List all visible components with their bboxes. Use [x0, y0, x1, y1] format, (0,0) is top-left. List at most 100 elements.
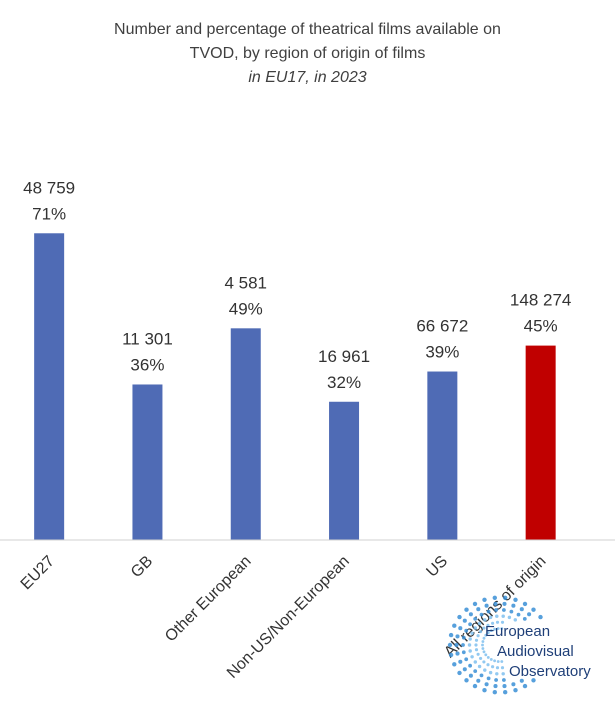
logo-dot — [481, 647, 485, 650]
logo-dot — [477, 621, 482, 626]
logo-dot — [496, 660, 500, 663]
logo-dot — [448, 632, 454, 638]
bar-5 — [525, 345, 556, 540]
logo-dot — [511, 682, 516, 687]
logo-dot — [500, 660, 504, 663]
logo-dot — [476, 678, 481, 683]
logo-dot — [479, 612, 484, 617]
logo-dot — [513, 597, 518, 602]
logo-dot — [509, 609, 514, 614]
logo-dot — [488, 615, 493, 620]
chart-title-line-1: Number and percentage of theatrical film… — [114, 21, 501, 38]
logo-dot — [468, 649, 472, 653]
logo-dot — [501, 614, 505, 618]
bar-count-label: 148 274 — [510, 291, 571, 310]
logo-dot — [474, 648, 479, 652]
logo-dot — [489, 629, 493, 633]
logo-dot — [513, 618, 518, 622]
bar-percent-label: 71% — [32, 204, 66, 223]
logo-dot — [493, 684, 498, 689]
logo-dot — [470, 631, 474, 635]
logo-dot — [473, 626, 478, 630]
logo-dot — [502, 684, 507, 689]
logo-dot — [527, 612, 532, 617]
logo-dot — [473, 669, 478, 673]
logo-dot — [447, 642, 453, 648]
logo-globe-icon — [447, 595, 543, 695]
logo-dot — [479, 630, 483, 634]
bar-percent-label: 36% — [130, 355, 164, 374]
bar-count-label: 48 759 — [23, 178, 75, 197]
logo-dot — [464, 678, 469, 683]
logo-dot — [502, 601, 507, 606]
bar-0 — [34, 233, 65, 540]
logo-dot — [455, 651, 460, 656]
logo-dot — [494, 678, 498, 682]
logo-dot — [493, 627, 497, 631]
chart-subtitle: in EU17, in 2023 — [248, 69, 367, 86]
logo-dot — [483, 668, 487, 672]
logo-dot — [457, 670, 462, 676]
logo-dot — [462, 667, 467, 672]
logo-dot — [519, 607, 524, 612]
bar-1 — [132, 384, 163, 540]
logo-dot — [500, 627, 504, 630]
logo-dot — [454, 642, 459, 648]
logo-dot — [473, 617, 478, 621]
logo-dot — [452, 623, 457, 628]
logo-dot — [516, 612, 521, 617]
x-tick-label: Other European — [162, 553, 255, 646]
x-tick-label: US — [423, 553, 451, 581]
logo-dot — [493, 601, 498, 606]
logo-dot — [502, 608, 506, 612]
logo-dot — [474, 638, 479, 642]
logo-dot — [483, 618, 487, 622]
bar-percent-label: 49% — [229, 299, 263, 318]
logo-dot — [502, 678, 506, 682]
x-tick-label: EU27 — [18, 553, 58, 593]
logo-dot — [482, 650, 486, 654]
logo-dot — [503, 690, 508, 695]
logo-dot — [468, 673, 473, 678]
logo-dot — [522, 601, 528, 607]
logo-dot — [484, 603, 489, 608]
logo-dot — [495, 620, 500, 624]
x-tick-label: GB — [128, 553, 156, 581]
logo-dot — [500, 666, 505, 670]
logo-dot — [482, 660, 486, 664]
logo-dot — [501, 672, 505, 676]
logo-dot — [484, 653, 488, 657]
logo-dot — [507, 615, 512, 620]
logo-dot — [491, 665, 495, 669]
logo-dot — [461, 635, 466, 640]
logo-dot — [464, 657, 469, 662]
logo-dot — [467, 643, 472, 647]
logo-dot — [486, 676, 491, 681]
logo-dot — [494, 608, 498, 612]
bar-count-label: 16 961 — [318, 347, 370, 366]
logo-dot — [474, 643, 478, 647]
logo-dot — [468, 612, 473, 617]
logo-dot — [482, 636, 486, 640]
logo-dot — [472, 601, 478, 607]
logo-dot — [476, 652, 480, 656]
logo-dot — [484, 633, 488, 637]
logo-dot — [472, 683, 478, 689]
observatory-logo: European Audiovisual Observatory — [447, 595, 591, 695]
logo-dot — [458, 626, 463, 631]
logo-dot — [473, 660, 478, 664]
logo-dot — [457, 614, 462, 620]
logo-dot — [448, 652, 454, 658]
logo-dot — [464, 607, 469, 612]
logo-dot — [482, 688, 487, 693]
logo-dot — [468, 637, 472, 641]
bar-count-label: 11 301 — [122, 329, 173, 348]
logo-dot — [470, 655, 474, 659]
logo-dot — [486, 631, 490, 635]
logo-dot — [462, 618, 467, 623]
logo-dot — [531, 607, 536, 612]
logo-dot — [481, 640, 485, 643]
logo-dot — [486, 623, 490, 627]
